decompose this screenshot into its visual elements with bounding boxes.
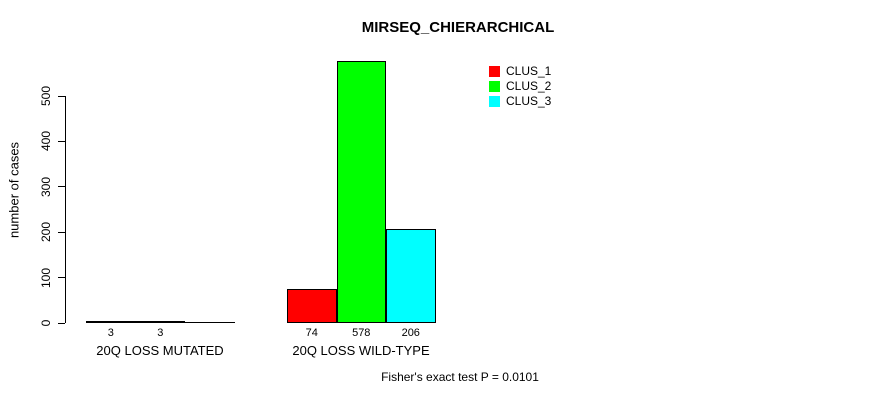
bar-value-label-clus_2-group2: 578 <box>352 327 371 339</box>
y-tick-label-400: 400 <box>39 131 53 152</box>
legend-label-clus_2: CLUS_2 <box>506 79 552 93</box>
bar-clus_3-group2 <box>386 229 436 323</box>
bar-value-label-clus_3-group2: 206 <box>401 327 420 339</box>
bar-clus_1-group2 <box>287 289 337 323</box>
y-tick-label-100: 100 <box>39 267 53 288</box>
bar-value-label-clus_2-group1: 3 <box>157 327 164 339</box>
y-axis-line <box>65 96 66 323</box>
legend-swatch-clus_2 <box>489 81 500 92</box>
y-tick-label-0: 0 <box>39 319 53 327</box>
y-axis-title: number of cases <box>6 141 22 239</box>
legend-swatch-clus_1 <box>489 66 500 77</box>
y-tick-300 <box>58 186 65 188</box>
fisher-test-annotation: Fisher's exact test P = 0.0101 <box>381 370 539 384</box>
y-tick-500 <box>58 95 65 97</box>
x-category-label-mutated: 20Q LOSS MUTATED <box>96 343 224 358</box>
y-tick-0 <box>58 322 65 324</box>
legend-row-clus_2: CLUS_2 <box>489 79 551 94</box>
bar-clus_3-group1 <box>185 322 235 323</box>
legend-swatch-clus_3 <box>489 96 500 107</box>
chart-title: MIRSEQ_CHIERARCHICAL <box>361 19 555 36</box>
legend-label-clus_3: CLUS_3 <box>506 94 552 108</box>
bar-value-label-clus_1-group1: 3 <box>107 327 114 339</box>
y-tick-100 <box>58 277 65 279</box>
y-tick-200 <box>58 231 65 233</box>
y-tick-label-200: 200 <box>39 222 53 243</box>
bar-value-label-clus_1-group2: 74 <box>305 327 318 339</box>
legend-label-clus_1: CLUS_1 <box>506 64 552 78</box>
x-category-label-wild-type: 20Q LOSS WILD-TYPE <box>292 343 430 358</box>
legend-row-clus_3: CLUS_3 <box>489 94 551 109</box>
bar-clus_1-group1 <box>86 320 136 323</box>
y-tick-label-500: 500 <box>39 85 53 107</box>
legend: CLUS_1 CLUS_2 CLUS_3 <box>489 64 551 109</box>
legend-row-clus_1: CLUS_1 <box>489 64 551 79</box>
y-tick-400 <box>58 140 65 142</box>
bar-clus_2-group2 <box>336 60 386 323</box>
bar-clus_2-group1 <box>135 320 185 323</box>
y-tick-label-300: 300 <box>39 176 53 197</box>
